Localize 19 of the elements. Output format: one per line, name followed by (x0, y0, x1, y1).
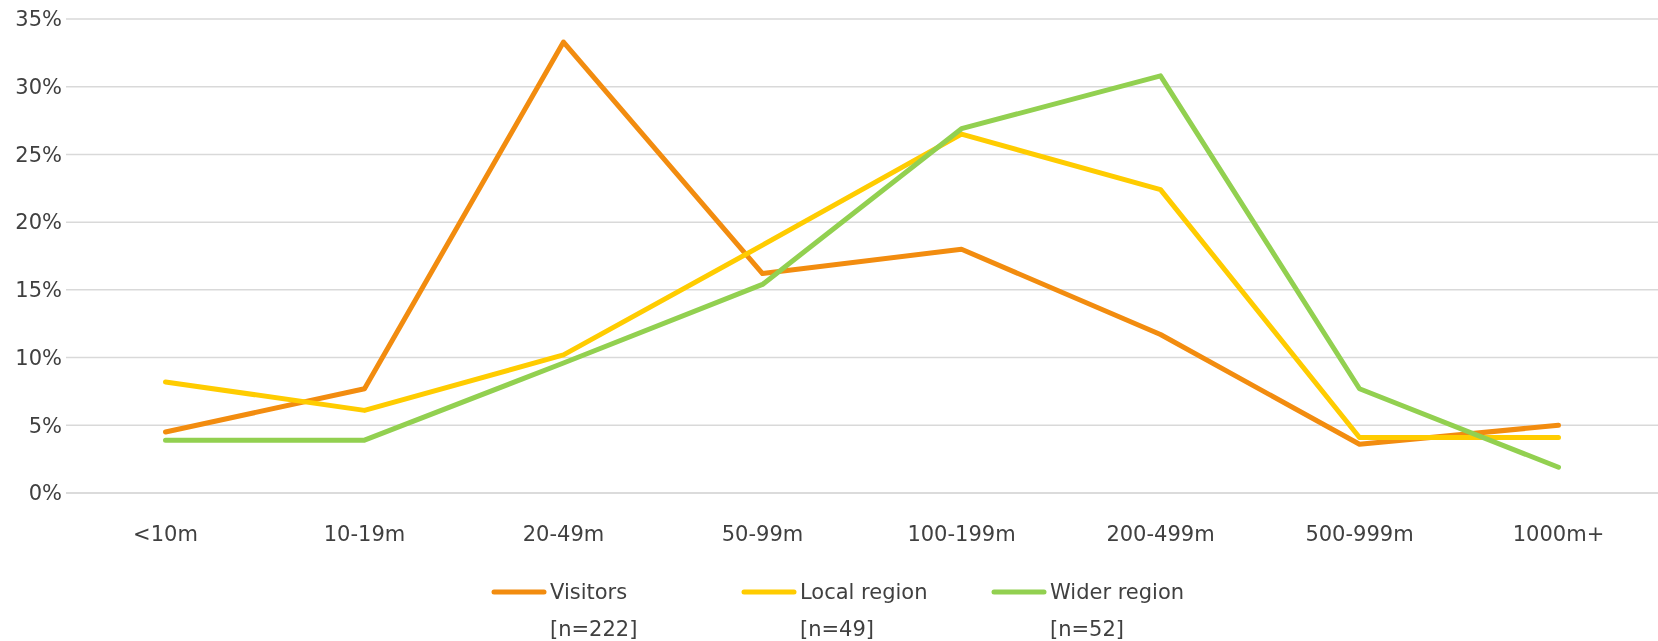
x-tick-label: 1000m+ (1512, 522, 1605, 546)
legend-label: Visitors [n=222] (550, 580, 638, 641)
y-tick-label: 30% (15, 75, 62, 100)
x-tick-label: 500-999m (1305, 522, 1414, 546)
legend-label: Wider region [n=52] (1050, 580, 1185, 641)
x-tick-label: <10m (133, 522, 198, 546)
x-tick-label: 20-49m (522, 522, 605, 546)
x-tick-label: 200-499m (1106, 522, 1215, 546)
y-tick-label: 35% (15, 7, 62, 32)
x-tick-label: 50-99m (721, 522, 804, 546)
y-tick-label: 0% (28, 481, 62, 506)
y-tick-label: 5% (28, 413, 62, 438)
x-tick-label: 100-199m (907, 522, 1016, 546)
y-tick-label: 25% (15, 142, 62, 167)
y-tick-label: 15% (15, 278, 62, 303)
x-tick-label: 10-19m (323, 522, 406, 546)
legend-label: Local region [n=49] (800, 580, 928, 641)
y-tick-label: 10% (15, 345, 62, 370)
y-tick-label: 20% (15, 210, 62, 235)
